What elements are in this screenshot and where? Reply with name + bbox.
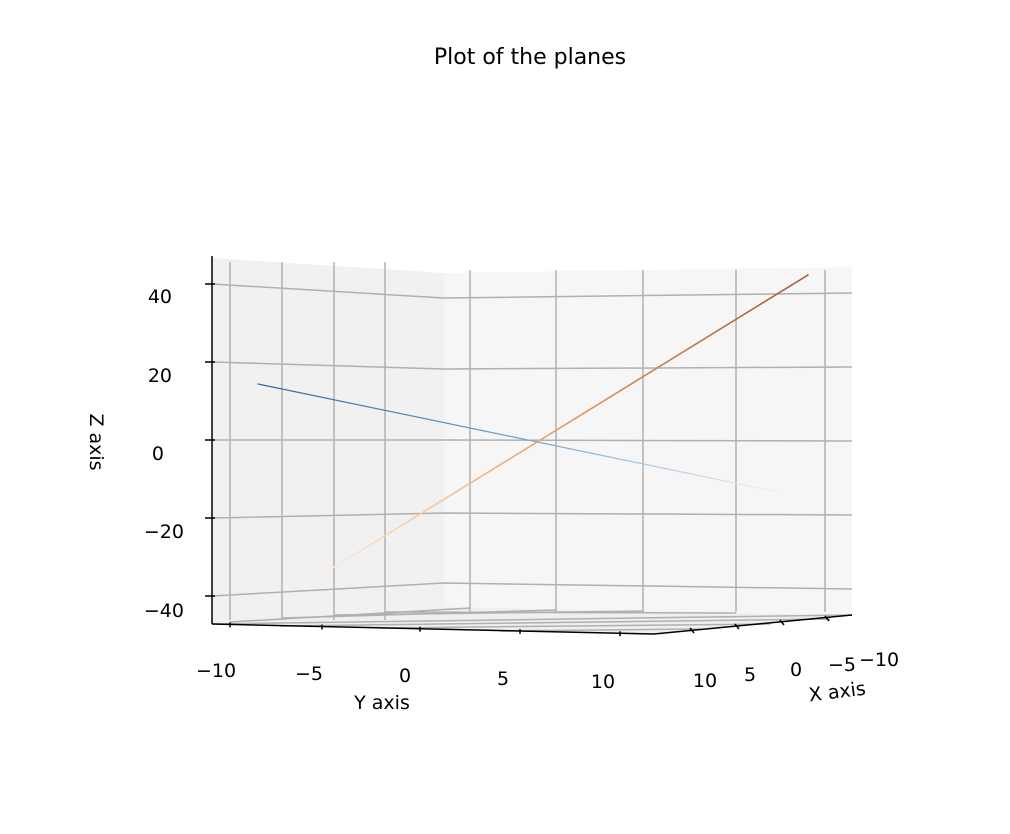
x-tick-label: 10 [693, 670, 717, 692]
x-tick [824, 615, 830, 622]
z-axis-label: Z axis [85, 413, 107, 470]
x-axis-line [653, 614, 853, 635]
chart-title: Plot of the planes [434, 45, 626, 70]
z-tick-label: 20 [148, 365, 172, 387]
planes [257, 274, 809, 586]
x-tick-label: 0 [790, 659, 802, 681]
z-gridline [211, 582, 853, 597]
plane-1 [257, 383, 779, 493]
floor-gridline [279, 618, 831, 627]
z-gridline [211, 361, 853, 370]
axes [205, 256, 853, 637]
z-tick-label: 40 [148, 286, 172, 308]
x-axis-label: X axis [808, 678, 867, 707]
z-gridline [211, 283, 853, 299]
y-tick-label: −10 [196, 660, 236, 682]
x-tick-labels: 10 5 0 −5 −10 [693, 649, 899, 692]
pane-left [212, 258, 444, 624]
y-axis-label: Y axis [353, 692, 410, 714]
y-tick-label: −5 [295, 663, 323, 685]
floor-gridline [379, 623, 771, 629]
x-tick-label: 5 [744, 664, 756, 686]
z-tick-label: −40 [144, 600, 184, 622]
z-gridline [211, 512, 853, 519]
z-tick-label: −20 [144, 521, 184, 543]
x-tick [734, 623, 740, 630]
x-tick [689, 627, 695, 634]
x-tick [779, 619, 785, 626]
z-tick-label: 0 [152, 443, 164, 465]
floor-gridline [211, 614, 853, 625]
x-tick-label: −5 [828, 654, 856, 676]
x-tick-label: −10 [859, 649, 899, 671]
z-gridline [212, 439, 853, 442]
y-tick-label: 0 [399, 665, 411, 687]
plane-2 [304, 274, 809, 586]
y-tick-label: 5 [497, 668, 509, 690]
y-tick-label: 10 [591, 671, 615, 693]
floor-gridline [384, 611, 737, 614]
z-tick-labels: 40 20 0 −20 −40 [144, 286, 184, 622]
y-axis-line [211, 623, 655, 635]
y-tick-labels: −10 −5 0 5 10 [196, 660, 615, 693]
